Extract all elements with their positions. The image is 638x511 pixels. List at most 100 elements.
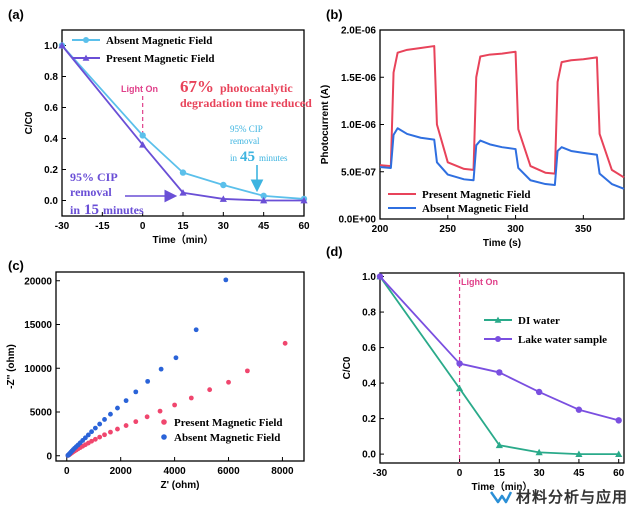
data-point <box>58 41 66 49</box>
y-tick-label: 0.0E+00 <box>338 215 376 226</box>
x-axis-title: Time（min） <box>153 233 214 246</box>
x-tick-label: 250 <box>439 224 456 235</box>
y-axis-title: C/C0 <box>24 111 35 134</box>
x-tick-label: -30 <box>55 221 70 232</box>
x-tick-label: 8000 <box>271 466 294 477</box>
data-point <box>575 406 583 413</box>
reduction-percent: 67% <box>180 77 214 96</box>
reduction-line1: photocatalytic <box>220 81 293 95</box>
data-point <box>226 379 231 385</box>
x-tick-label: 200 <box>372 224 389 235</box>
y-tick-label: 0.4 <box>362 379 376 390</box>
plot-frame <box>379 272 625 464</box>
data-point <box>282 340 288 346</box>
chart-panel-c: 0 2000 4000 6000 8000 0 5000 10000 15000 20000 Z' … <box>6 271 305 491</box>
data-point <box>85 432 91 438</box>
present-removal-line1: 95% CIP <box>70 170 118 184</box>
legend-marker <box>161 434 167 440</box>
present-removal-in: in <box>70 203 80 217</box>
legend-label: Present Magnetic Field <box>422 189 531 201</box>
legend-label: Absent Magnetic Field <box>106 35 212 47</box>
y-tick-label: 0.0 <box>44 196 58 207</box>
absent-removal-line2: removal <box>230 136 260 146</box>
x-tick-label: 2000 <box>110 466 133 477</box>
present-removal-line2: removal <box>70 185 112 199</box>
y-tick-label: 0.8 <box>362 308 376 319</box>
y-tick-label: 0.6 <box>44 103 58 114</box>
x-tick-label: 45 <box>258 221 270 232</box>
data-point <box>173 355 179 361</box>
data-point <box>495 441 503 449</box>
series-line <box>379 276 619 456</box>
data-point <box>376 273 384 280</box>
light-on-label-a: Light On <box>121 84 158 94</box>
y-axis-title: C/C0 <box>342 356 353 379</box>
y-tick-label: 20000 <box>24 276 52 287</box>
data-point <box>115 405 120 411</box>
panel-label-a: (a) <box>8 7 24 22</box>
x-tick-label: 4000 <box>163 466 186 477</box>
y-axis-title: Photocurrent (A) <box>320 85 331 164</box>
series-line <box>61 44 305 200</box>
legend-marker <box>494 316 502 323</box>
data-point <box>92 425 98 431</box>
x-tick-label: 300 <box>507 224 524 235</box>
y-tick-label: 0.4 <box>44 134 58 145</box>
data-point <box>108 429 113 435</box>
legend-marker <box>82 54 90 61</box>
data-point <box>260 196 268 204</box>
panel-label-d: (d) <box>326 244 343 259</box>
data-point <box>615 417 622 424</box>
x-tick-label: 30 <box>218 221 230 232</box>
data-point <box>244 368 250 374</box>
x-tick-label: -30 <box>373 468 388 479</box>
data-point <box>456 360 463 367</box>
y-tick-label: 0.6 <box>362 343 376 354</box>
data-point <box>145 378 151 384</box>
x-tick-label: 60 <box>613 468 625 479</box>
panel-label-b: (b) <box>326 7 343 22</box>
y-tick-label: 10000 <box>24 364 52 375</box>
data-point <box>157 408 163 414</box>
data-point <box>179 189 187 196</box>
data-point <box>220 181 227 189</box>
data-point <box>139 132 146 139</box>
chart-panel-d: -30 0 15 30 45 60 0.0 0.2 0.4 0.6 0.8 1.0 Time（min） C… <box>342 272 625 493</box>
data-point <box>455 384 464 392</box>
data-point <box>123 398 129 404</box>
legend-label: Present Magnetic Field <box>106 53 215 65</box>
x-tick-label: 15 <box>494 468 506 479</box>
y-tick-label: 0.2 <box>44 165 58 176</box>
x-tick-label: 0 <box>457 468 463 479</box>
data-point <box>92 436 98 442</box>
legend-label: Absent Magnetic Field <box>174 432 280 444</box>
watermark-logo-icon <box>489 491 512 504</box>
series-line <box>61 44 304 202</box>
data-point <box>260 192 267 200</box>
y-tick-label: 0.8 <box>44 72 58 83</box>
y-tick-label: 1.0E-06 <box>341 120 376 131</box>
x-axis-title: Time（min） <box>472 480 533 493</box>
absent-removal-45: 45 <box>240 149 255 165</box>
absent-removal-minutes: minutes <box>259 153 288 163</box>
y-tick-label: 0 <box>46 451 52 462</box>
data-point <box>144 414 150 420</box>
data-point <box>615 450 623 458</box>
data-point <box>123 423 129 428</box>
data-point <box>179 169 187 176</box>
absent-removal-line1: 95% CIP <box>230 124 263 134</box>
data-point <box>172 402 178 408</box>
data-point <box>133 389 139 395</box>
data-point <box>82 435 88 441</box>
legend-marker <box>83 37 89 43</box>
data-point <box>535 448 543 456</box>
legend-label: Present Magnetic Field <box>174 417 283 429</box>
data-point <box>89 438 94 444</box>
plot-frame <box>55 271 305 462</box>
x-tick-label: 6000 <box>217 466 240 477</box>
present-removal-minutes: minutes <box>103 203 144 217</box>
data-point <box>133 419 139 425</box>
legend-marker <box>495 336 501 342</box>
x-tick-label: -15 <box>95 221 110 232</box>
